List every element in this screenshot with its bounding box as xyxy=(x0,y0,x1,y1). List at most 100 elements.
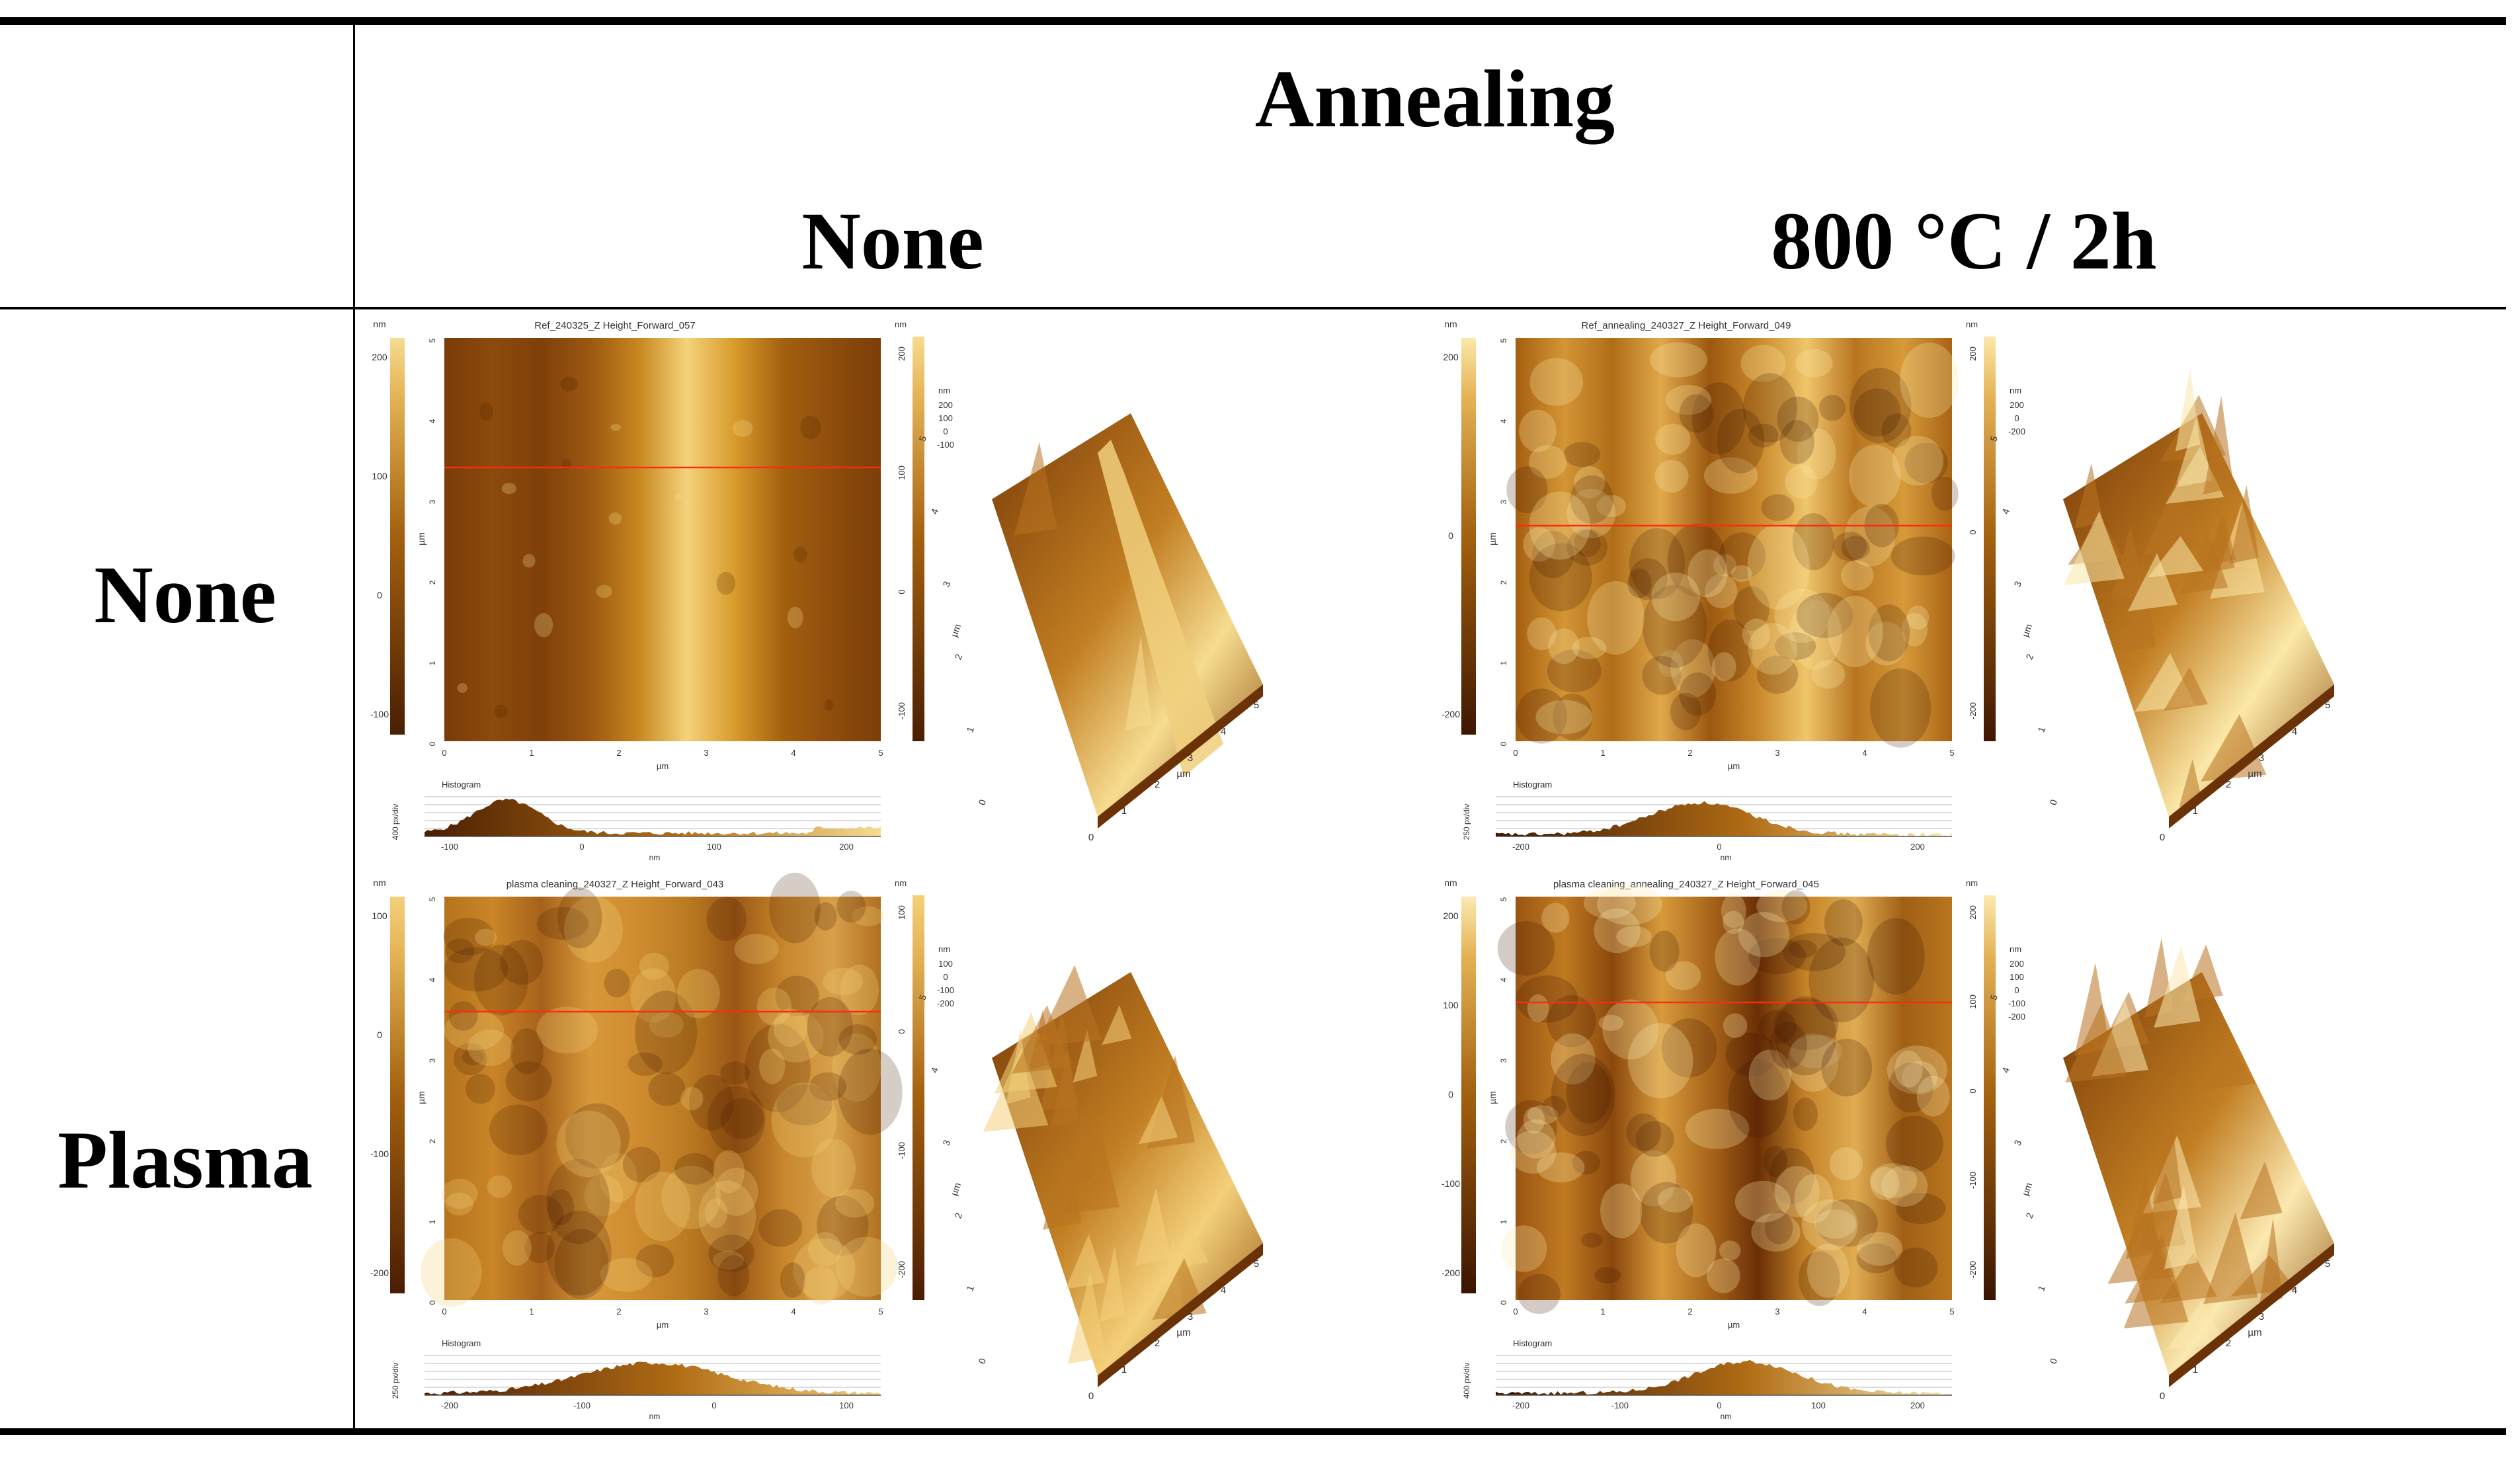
row-header-plasma: Plasma xyxy=(58,1115,313,1205)
y3d-tick: 4 xyxy=(928,507,940,516)
colorbar-3d-tick: -100 xyxy=(897,1142,907,1159)
map-y-tick: 2 xyxy=(1499,580,1508,585)
x3d-tick: 2 xyxy=(1155,779,1160,790)
map-x-tick: 1 xyxy=(1600,748,1605,758)
colorbar-3d-tick: 0 xyxy=(1968,530,1978,534)
surface-peak xyxy=(1051,1051,1079,1128)
colorbar-3d-tick: 100 xyxy=(897,905,907,920)
y3d-unit: µm xyxy=(948,622,963,638)
colorbar-tick: -100 xyxy=(370,1149,389,1159)
surface-peak xyxy=(2152,1107,2182,1204)
map-title: plasma cleaning_240327_Z Height_Forward_… xyxy=(507,879,724,890)
map-x-tick: 4 xyxy=(1862,1307,1867,1317)
x3d-unit: µm xyxy=(2248,1327,2261,1338)
histogram: Histogram 400 px/div -200 -100 0 100 200 nm xyxy=(1462,1338,1952,1421)
histogram-ylabel: 400 px/div xyxy=(1462,1363,1471,1399)
map-y-tick: 4 xyxy=(428,419,437,423)
histogram-tick: -100 xyxy=(1611,1400,1629,1410)
map-y-tick: 3 xyxy=(428,1058,437,1063)
grain-texture xyxy=(457,376,834,718)
y3d-tick: 1 xyxy=(2035,725,2047,734)
map-y-tick: 3 xyxy=(428,499,437,504)
z-axis-unit: nm xyxy=(2010,385,2021,395)
y3d-unit: µm xyxy=(2019,1181,2034,1197)
map-x-tick: 4 xyxy=(791,1307,795,1317)
histogram-tick: 0 xyxy=(1717,1400,1721,1410)
colorbar xyxy=(390,897,405,1293)
x3d-tick: 5 xyxy=(1254,700,1259,711)
map-x-unit: µm xyxy=(1728,1320,1740,1330)
colorbar-tick: 0 xyxy=(1448,530,1453,541)
y3d-tick: 4 xyxy=(928,1066,940,1075)
z-axis-tick: -200 xyxy=(2008,426,2025,436)
z-axis-tick: 0 xyxy=(943,426,948,436)
map-y-unit: µm xyxy=(416,532,427,546)
z-axis-tick: 100 xyxy=(938,959,953,969)
z-axis-tick: 0 xyxy=(2014,985,2019,995)
colorbar-3d-tick: 200 xyxy=(1968,905,1978,920)
histogram-tick: -200 xyxy=(1512,1400,1529,1410)
surface-peak xyxy=(1073,1030,1098,1083)
surface-peak xyxy=(1065,1234,1105,1289)
afm-panel-annealing: Ref_annealing_240327_Z Height_Forward_04… xyxy=(1435,314,2493,862)
histogram: Histogram 400 px/div -100 0 100 200 nm xyxy=(391,780,881,862)
surface-peak xyxy=(1014,442,1057,536)
map-y-tick: 5 xyxy=(428,897,437,901)
x3d-tick: 0 xyxy=(1088,832,1094,843)
map-x-tick: 0 xyxy=(1513,1307,1518,1317)
map-x-tick: 2 xyxy=(1687,748,1692,758)
grain-texture xyxy=(1497,883,1950,1315)
colorbar-3d: nm 200 100 0 -100 -200 xyxy=(1966,878,1996,1300)
histogram-tick: 100 xyxy=(1811,1400,1826,1410)
map-x-tick: 5 xyxy=(1949,1307,1954,1317)
afm-figure: plasma cleaning_240327_Z Height_Forward_… xyxy=(370,872,1263,1421)
surface-peak xyxy=(1067,1271,1106,1364)
y3d-tick: 4 xyxy=(2000,507,2012,516)
y3d-tick: 0 xyxy=(976,798,988,807)
colorbar-3d-tick: 100 xyxy=(897,466,907,480)
map-y-tick: 0 xyxy=(1499,741,1508,746)
map-x-tick: 5 xyxy=(1949,748,1954,758)
histogram-label: Histogram xyxy=(442,780,481,790)
colorbar-tick: 0 xyxy=(377,1030,382,1040)
colorbar-tick: 200 xyxy=(1443,911,1459,921)
x3d-tick: 0 xyxy=(1088,1391,1094,1402)
surface-peak xyxy=(2203,396,2234,495)
histogram-label: Histogram xyxy=(1513,780,1552,790)
histogram-label: Histogram xyxy=(442,1338,481,1348)
x3d-tick: 4 xyxy=(1221,1285,1226,1296)
map-y-tick: 0 xyxy=(428,1300,437,1305)
map-y-tick: 2 xyxy=(428,580,437,585)
histogram-tick: 0 xyxy=(579,842,584,852)
y3d-tick: 3 xyxy=(940,580,952,588)
map-x-tick: 5 xyxy=(878,748,883,758)
column-header-800c: 800 °C / 2h xyxy=(1771,196,2157,286)
surface-peak xyxy=(2063,510,2125,586)
colorbar-3d-tick: -200 xyxy=(1968,1261,1978,1278)
x3d-tick: 2 xyxy=(2226,1338,2231,1349)
afm-figure: Ref_240325_Z Height_Forward_057nm2001000… xyxy=(370,319,1263,862)
surface-peak xyxy=(2259,1218,2283,1305)
x3d-tick: 1 xyxy=(2193,1364,2198,1375)
surface-ridge xyxy=(1098,440,1223,777)
map-x-tick: 3 xyxy=(704,1307,708,1317)
z-axis-tick: 200 xyxy=(2010,959,2024,969)
colorbar-3d-unit: nm xyxy=(1966,878,1978,888)
colorbar-3d-tick: 100 xyxy=(1968,994,1978,1009)
surface-peak xyxy=(2147,536,2204,578)
histogram: Histogram 250 px/div -200 0 200 nm xyxy=(1462,780,1952,862)
surface-peak xyxy=(2203,1213,2258,1305)
colorbar-tick: -100 xyxy=(1442,1178,1460,1189)
map-y-tick: 5 xyxy=(1499,897,1508,901)
x3d-tick: 5 xyxy=(2325,1258,2330,1270)
colorbar-tick: 0 xyxy=(1448,1089,1453,1100)
y3d-tick: 2 xyxy=(952,1211,964,1220)
y3d-tick: 2 xyxy=(2023,653,2035,661)
colorbar-3d-tick: 200 xyxy=(1968,346,1978,361)
colorbar-tick: 100 xyxy=(1443,1000,1459,1010)
histogram-tick: -200 xyxy=(1512,842,1529,852)
row-header-none: None xyxy=(94,549,276,640)
surface-peak xyxy=(1036,965,1102,1047)
